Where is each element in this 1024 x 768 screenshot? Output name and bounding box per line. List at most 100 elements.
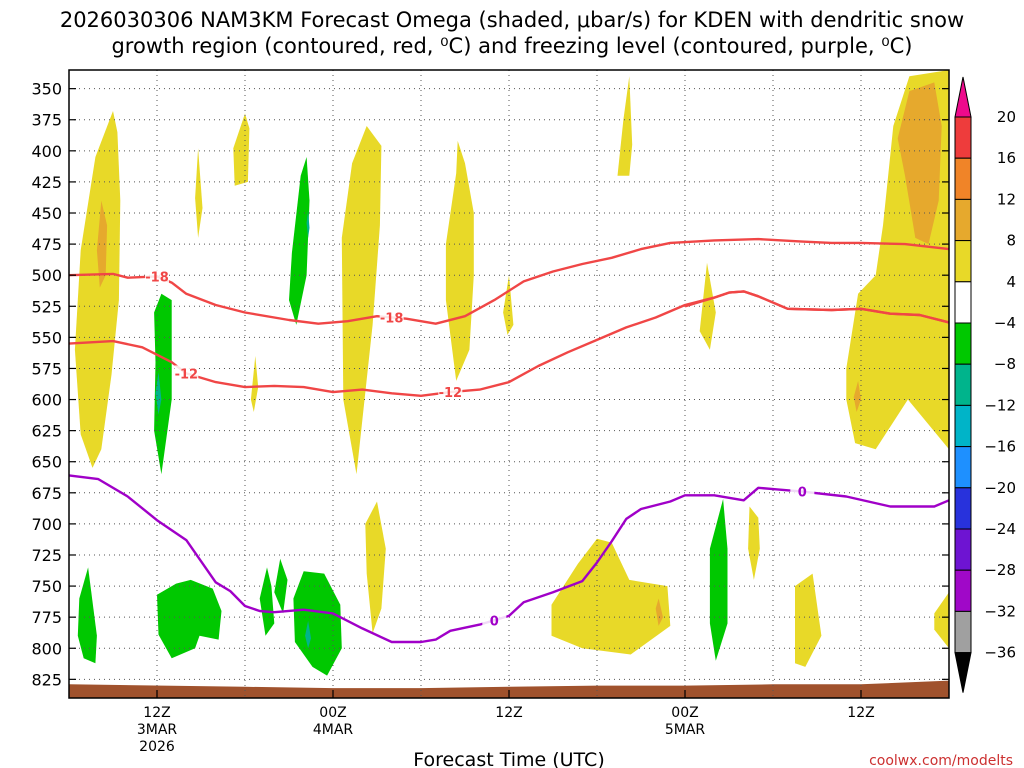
contour-label: 0: [490, 614, 499, 629]
y-axis: 350 375 400 425 450 475 500 525 550 575 600 625 650 6…: [31, 80, 949, 689]
omega-region-sinking: [293, 571, 342, 676]
omega-region-strong-rising: [897, 82, 942, 245]
omega-region-strong-rising: [655, 598, 663, 626]
colorbar-band: [954, 198, 972, 242]
omega-region-sinking: [289, 157, 310, 325]
omega-region-sinking: [709, 499, 728, 661]
chart-title-line1: 2026030306 NAM3KM Forecast Omega (shaded…: [60, 8, 964, 32]
omega-region-rising: [365, 501, 386, 634]
contour-label-bg: [790, 483, 815, 499]
contour-label: 0: [798, 486, 807, 501]
colorbar-band: [954, 487, 972, 530]
colorbar-band: [954, 610, 972, 654]
colorbar-band: [954, 157, 972, 200]
chart-title-line2: growth region (contoured, red, ⁰C) and f…: [111, 34, 912, 58]
y-tick-label: 475: [31, 235, 62, 254]
contour-label: -12: [175, 367, 199, 382]
contour-label: -12: [439, 386, 463, 401]
omega-region-rising: [934, 592, 949, 649]
contour-label-bg: [145, 268, 169, 284]
omega-region-sinking: [157, 579, 222, 659]
colorbar-band: [954, 116, 972, 159]
omega-region-rising: [195, 148, 203, 238]
y-tick-label: 750: [31, 577, 62, 596]
omega-region-rising: [233, 113, 250, 186]
terrain-fill: [69, 680, 949, 698]
credit-text: coolwx.com/modelts: [869, 753, 1013, 768]
omega-region-strong-sinking: [305, 620, 311, 649]
contour-line: [68, 290, 950, 397]
y-tick-label: 650: [31, 453, 62, 472]
y-tick-label: 425: [31, 173, 62, 192]
omega-region-rising: [74, 111, 121, 468]
colorbar-label: −16: [984, 438, 1016, 456]
omega-region-strong-sinking: [306, 210, 310, 238]
omega-region-strong-rising: [853, 380, 861, 412]
x-tick-label: 00Z: [671, 705, 698, 721]
omega-region-rising: [795, 573, 822, 667]
colorbar-label: −32: [984, 602, 1016, 620]
x-tick-label: 12Z: [847, 705, 874, 721]
omega-region-rising: [551, 538, 671, 655]
x-tick-label: 5MAR: [665, 722, 706, 738]
colorbar-label: −20: [984, 479, 1016, 497]
x-axis-label: Forecast Time (UTC): [413, 749, 604, 768]
colorbar-label: −8: [994, 355, 1016, 373]
y-tick-label: 725: [31, 546, 62, 565]
y-tick-label: 600: [31, 391, 62, 410]
colorbar-label: 4: [1006, 273, 1016, 291]
temperature-contours: -18 -18 -12 -12 0 0: [68, 237, 950, 644]
colorbar-label: 8: [1006, 232, 1016, 250]
x-tick-label: 4MAR: [313, 722, 354, 738]
colorbar-band: [954, 569, 972, 612]
omega-region-rising: [699, 262, 716, 350]
y-tick-label: 525: [31, 297, 62, 316]
y-tick-label: 625: [31, 422, 62, 441]
omega-region-rising: [748, 506, 760, 580]
x-tick-label: 12Z: [143, 705, 170, 721]
contour-label-bg: [438, 384, 463, 400]
contour-label-bg: [482, 612, 507, 628]
colorbar-label: −36: [984, 644, 1016, 662]
y-tick-label: 575: [31, 359, 62, 378]
colorbar-label: 12: [997, 190, 1016, 208]
y-tick-label: 775: [31, 608, 62, 627]
contour-line: [68, 237, 950, 325]
colorbar-label: −28: [984, 561, 1016, 579]
y-tick-label: 700: [31, 515, 62, 534]
terrain-band: [69, 680, 949, 698]
colorbar-band: [954, 404, 972, 448]
contour-label-bg: [379, 309, 404, 325]
contour-label-bg: [174, 365, 199, 381]
colorbar-arrow-bottom: [954, 652, 972, 693]
gridlines: [69, 70, 949, 698]
omega-region-rising: [341, 126, 382, 475]
colorbar-arrow-top: [954, 76, 972, 118]
y-tick-label: 825: [31, 670, 62, 689]
omega-region-sinking: [154, 293, 172, 475]
colorbar: 20 16 12 8 4 −4 −8 −12 −16 −20 −24 −28 −32 −36: [954, 76, 1016, 693]
colorbar-band: [954, 363, 972, 406]
y-tick-label: 375: [31, 111, 62, 130]
omega-region-rising: [445, 140, 474, 381]
omega-region-rising: [250, 356, 259, 412]
x-tick-label: 3MAR: [137, 722, 178, 738]
omega-region-rising: [503, 275, 514, 335]
y-tick-label: 350: [31, 80, 62, 99]
omega-region-sinking: [77, 567, 97, 664]
colorbar-band: [954, 528, 972, 571]
colorbar-band: [954, 446, 972, 489]
colorbar-band: [954, 240, 972, 283]
y-tick-label: 400: [31, 142, 62, 161]
colorbar-label: −12: [984, 396, 1016, 414]
colorbar-label: −24: [984, 520, 1016, 538]
y-tick-label: 550: [31, 328, 62, 347]
omega-region-rising: [617, 76, 633, 176]
colorbar-label: −4: [994, 314, 1016, 332]
x-tick-label: 2026: [139, 739, 175, 755]
colorbar-band: [954, 322, 972, 365]
omega-region-sinking: [259, 567, 275, 636]
colorbar-band: [954, 281, 972, 324]
